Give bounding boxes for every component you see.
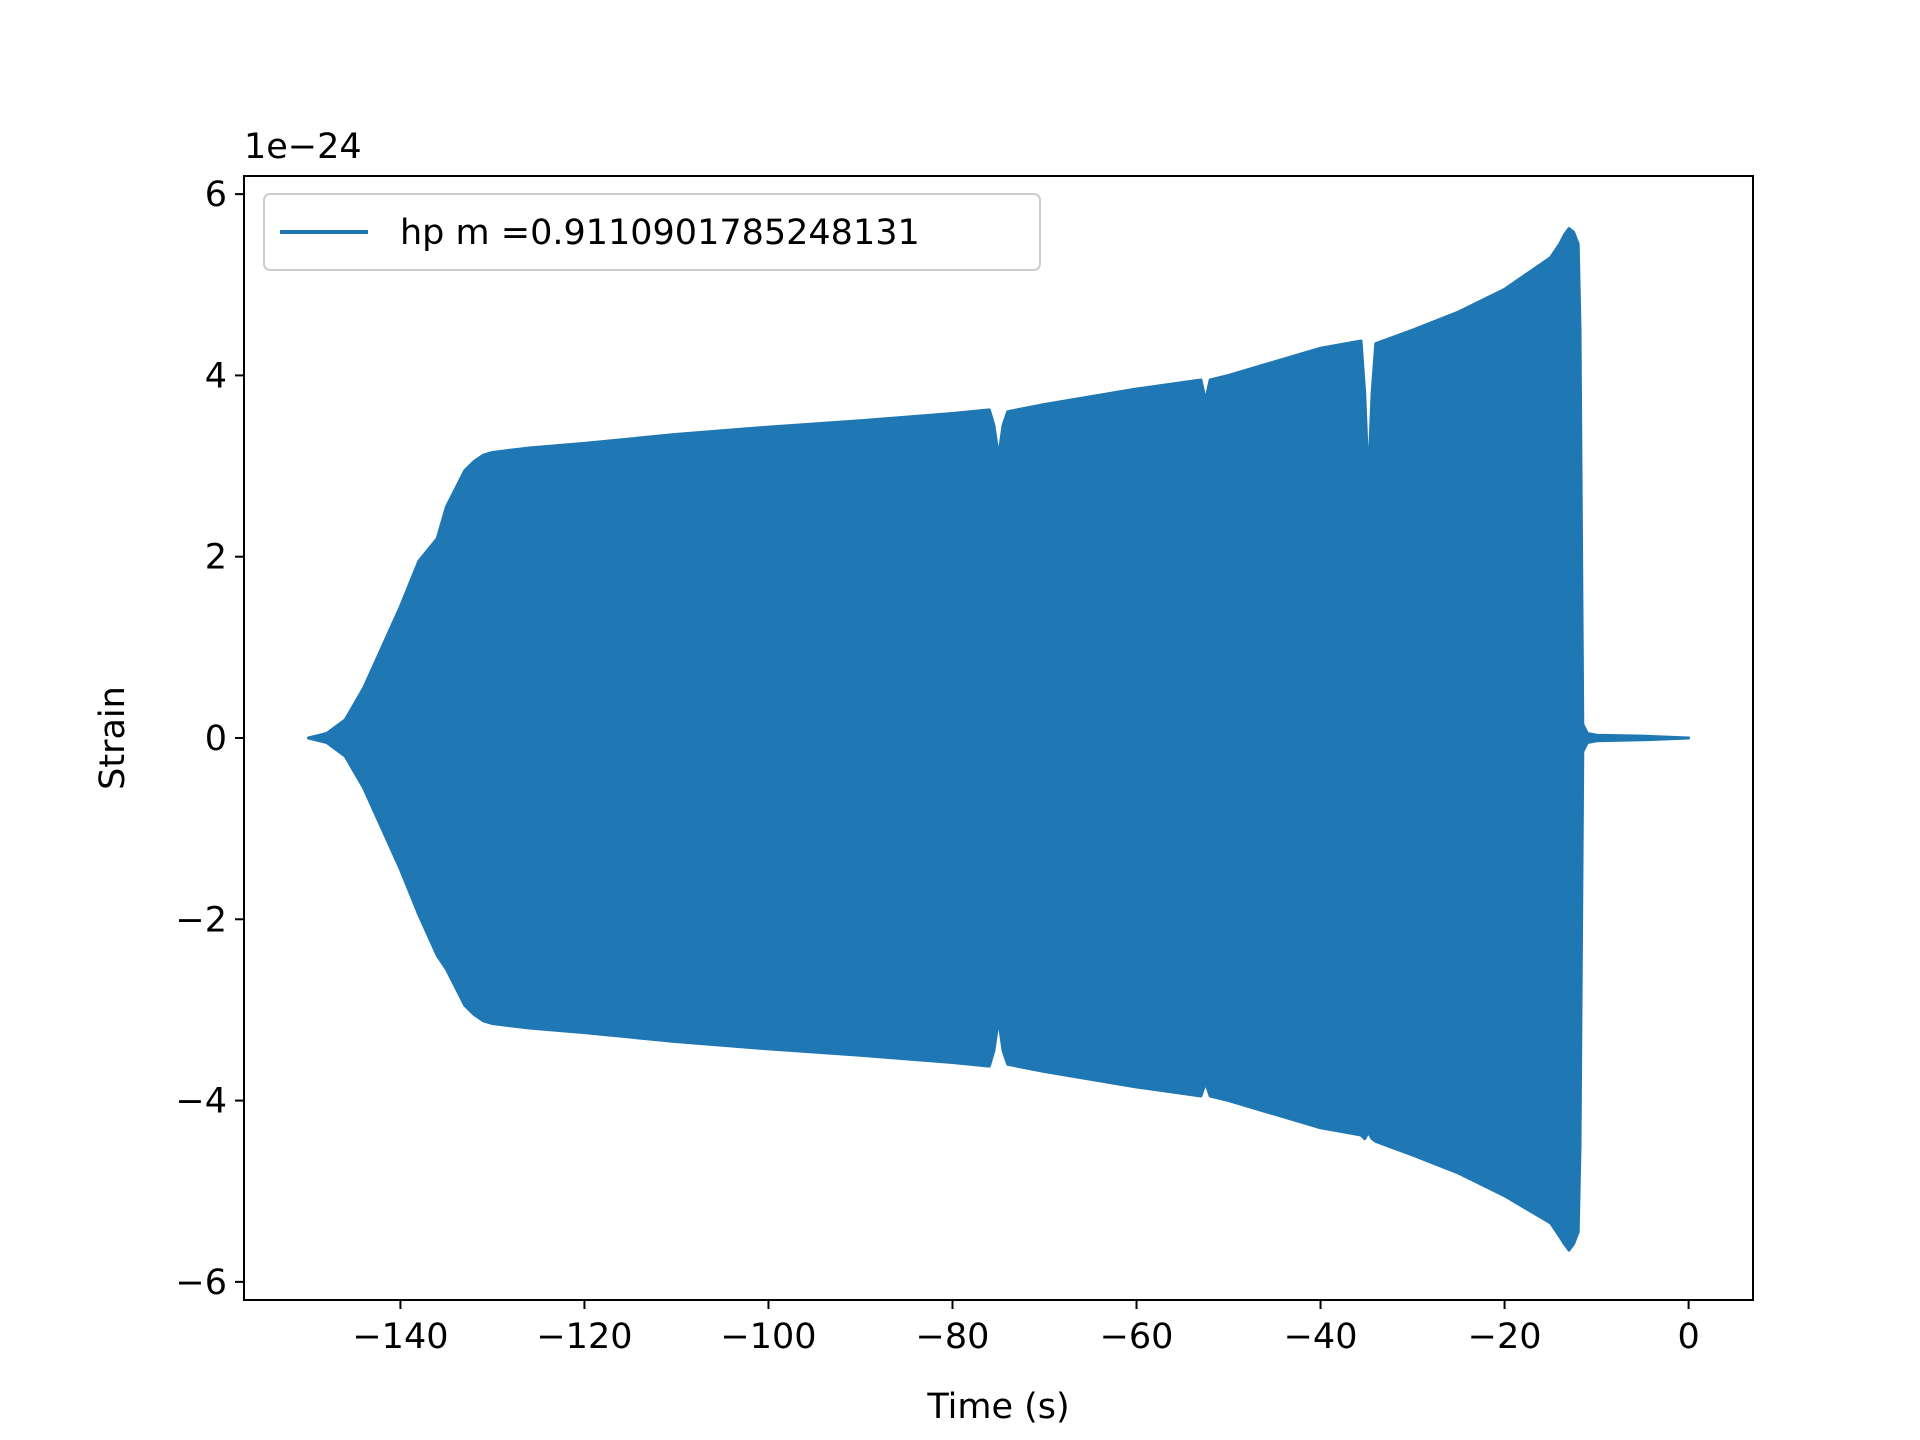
x-tick-label: −120 bbox=[536, 1317, 632, 1357]
plot-area bbox=[306, 227, 1691, 1252]
y-tick-label: 0 bbox=[205, 719, 227, 759]
y-tick-label: 4 bbox=[205, 356, 227, 396]
legend-entry: hp m =0.9110901785248131 bbox=[400, 213, 920, 253]
x-tick-label: −40 bbox=[1284, 1317, 1358, 1357]
y-axis-label: Strain bbox=[93, 686, 133, 790]
y-tick-label: −2 bbox=[175, 900, 227, 940]
x-tick-label: 0 bbox=[1677, 1317, 1699, 1357]
waveform-series bbox=[306, 227, 1691, 1252]
x-axis: −140 −120 −100 −80 −60 −40 −20 0 bbox=[352, 1300, 1700, 1357]
legend-box bbox=[263, 193, 1041, 271]
y-tick-label: −6 bbox=[175, 1263, 227, 1303]
x-tick-label: −140 bbox=[352, 1317, 448, 1357]
y-tick-label: 2 bbox=[205, 538, 227, 578]
y-offset-label: 1e−24 bbox=[244, 127, 362, 167]
x-tick-label: −60 bbox=[1100, 1317, 1174, 1357]
y-tick-label: 6 bbox=[205, 175, 227, 215]
y-tick-label: −4 bbox=[175, 1082, 227, 1122]
x-tick-label: −20 bbox=[1468, 1317, 1542, 1357]
x-tick-label: −80 bbox=[916, 1317, 990, 1357]
x-tick-label: −100 bbox=[720, 1317, 816, 1357]
x-axis-label: Time (s) bbox=[926, 1387, 1069, 1427]
y-axis: −6 −4 −2 0 2 4 6 bbox=[175, 175, 244, 1303]
legend: hp m =0.9110901785248131 bbox=[263, 193, 1041, 271]
